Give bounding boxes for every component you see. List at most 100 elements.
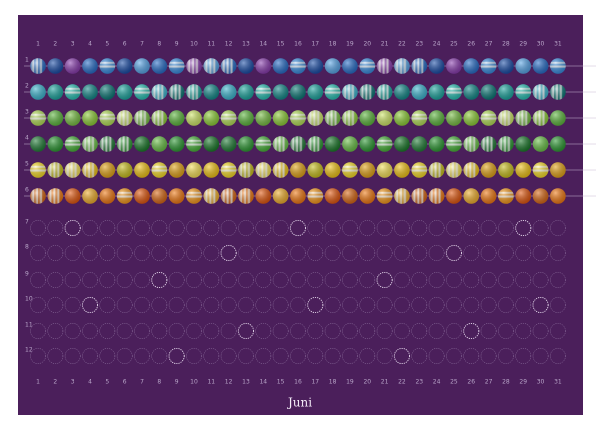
empty-bead <box>238 220 254 236</box>
empty-bead <box>30 348 46 364</box>
empty-bead <box>203 348 220 364</box>
bead-shine <box>428 58 445 74</box>
empty-bead <box>82 245 98 261</box>
empty-bead <box>203 297 220 313</box>
row-label: 11 <box>25 322 33 329</box>
bead-shine <box>134 136 150 152</box>
empty-bead <box>30 220 46 236</box>
empty-bead <box>255 245 272 261</box>
empty-bead <box>168 323 185 339</box>
day-label-top: 12 <box>225 41 233 48</box>
empty-bead <box>134 323 150 339</box>
empty-bead <box>394 272 410 288</box>
bead-shine <box>203 84 220 100</box>
empty-bead <box>116 245 133 261</box>
bead-shine <box>255 110 272 126</box>
empty-bead <box>532 220 549 236</box>
bead-shine <box>64 58 81 74</box>
bead-shine <box>446 188 462 204</box>
day-label-bottom: 18 <box>329 379 337 386</box>
day-label-bottom: 6 <box>123 379 127 386</box>
bead-shine <box>307 136 324 152</box>
empty-bead <box>238 297 254 313</box>
day-label-bottom: 22 <box>398 379 406 386</box>
bead-shine <box>272 162 289 178</box>
bead-shine <box>116 188 133 204</box>
day-label-bottom: 3 <box>71 379 75 386</box>
day-label-top: 31 <box>554 41 562 48</box>
bead-shine <box>428 188 445 204</box>
row-label: 7 <box>25 219 29 226</box>
empty-bead <box>446 297 462 313</box>
day-label-bottom: 10 <box>190 379 198 386</box>
bead-shine <box>290 162 306 178</box>
day-label-top: 13 <box>242 41 250 48</box>
bead-shine <box>290 84 306 100</box>
day-label-top: 21 <box>381 41 389 48</box>
empty-bead <box>203 323 220 339</box>
empty-bead <box>532 296 549 314</box>
empty-bead <box>498 348 514 364</box>
empty-bead <box>255 348 272 364</box>
empty-bead <box>480 245 497 261</box>
bead-shine <box>220 162 237 178</box>
day-label-top: 9 <box>175 41 179 48</box>
bead-shine <box>64 188 81 204</box>
bead-shine <box>550 136 566 152</box>
empty-bead <box>532 272 549 288</box>
bead-shine <box>186 136 202 152</box>
empty-bead <box>290 348 306 364</box>
empty-bead <box>359 245 376 261</box>
day-label-bottom: 11 <box>207 379 215 386</box>
day-label-top: 30 <box>537 41 545 48</box>
empty-bead <box>82 323 98 339</box>
empty-bead <box>30 272 46 288</box>
empty-bead <box>411 348 428 364</box>
empty-bead <box>324 220 341 236</box>
bead-shine <box>376 136 393 152</box>
bead-shine <box>47 58 64 74</box>
empty-bead <box>272 245 289 261</box>
empty-bead <box>480 323 497 339</box>
empty-bead <box>428 348 445 364</box>
day-label-bottom: 26 <box>467 379 475 386</box>
bead-shine <box>342 136 358 152</box>
bead-shine <box>532 84 549 100</box>
day-label-bottom: 24 <box>433 379 441 386</box>
bead-shine <box>307 58 324 74</box>
day-label-top: 7 <box>140 41 144 48</box>
month-title: Juni <box>286 396 312 410</box>
bead-shine <box>324 162 341 178</box>
bead-shine <box>394 188 410 204</box>
empty-bead <box>515 348 532 364</box>
bead-shine <box>307 84 324 100</box>
empty-bead <box>134 297 150 313</box>
empty-bead <box>151 297 168 313</box>
day-label-bottom: 12 <box>225 379 233 386</box>
day-label-bottom: 16 <box>294 379 302 386</box>
empty-bead <box>342 348 358 364</box>
empty-bead <box>82 220 98 236</box>
bead-shine <box>30 136 46 152</box>
empty-bead <box>30 297 46 313</box>
bead-shine <box>376 188 393 204</box>
day-label-bottom: 13 <box>242 379 250 386</box>
bead-shine <box>255 136 272 152</box>
day-label-top: 2 <box>53 41 57 48</box>
row-label: 4 <box>25 135 29 142</box>
bead-shine <box>220 136 237 152</box>
bead-shine <box>134 188 150 204</box>
bead-shine <box>498 162 514 178</box>
day-label-bottom: 23 <box>415 379 423 386</box>
empty-bead <box>99 245 116 261</box>
day-label-bottom: 19 <box>346 379 354 386</box>
empty-bead <box>498 220 514 236</box>
empty-bead <box>515 245 532 261</box>
empty-bead <box>411 220 428 236</box>
bead-shine <box>411 84 428 100</box>
empty-bead <box>64 272 81 288</box>
bead-shine <box>446 136 462 152</box>
bead-shine <box>203 58 220 74</box>
empty-bead <box>359 323 376 339</box>
